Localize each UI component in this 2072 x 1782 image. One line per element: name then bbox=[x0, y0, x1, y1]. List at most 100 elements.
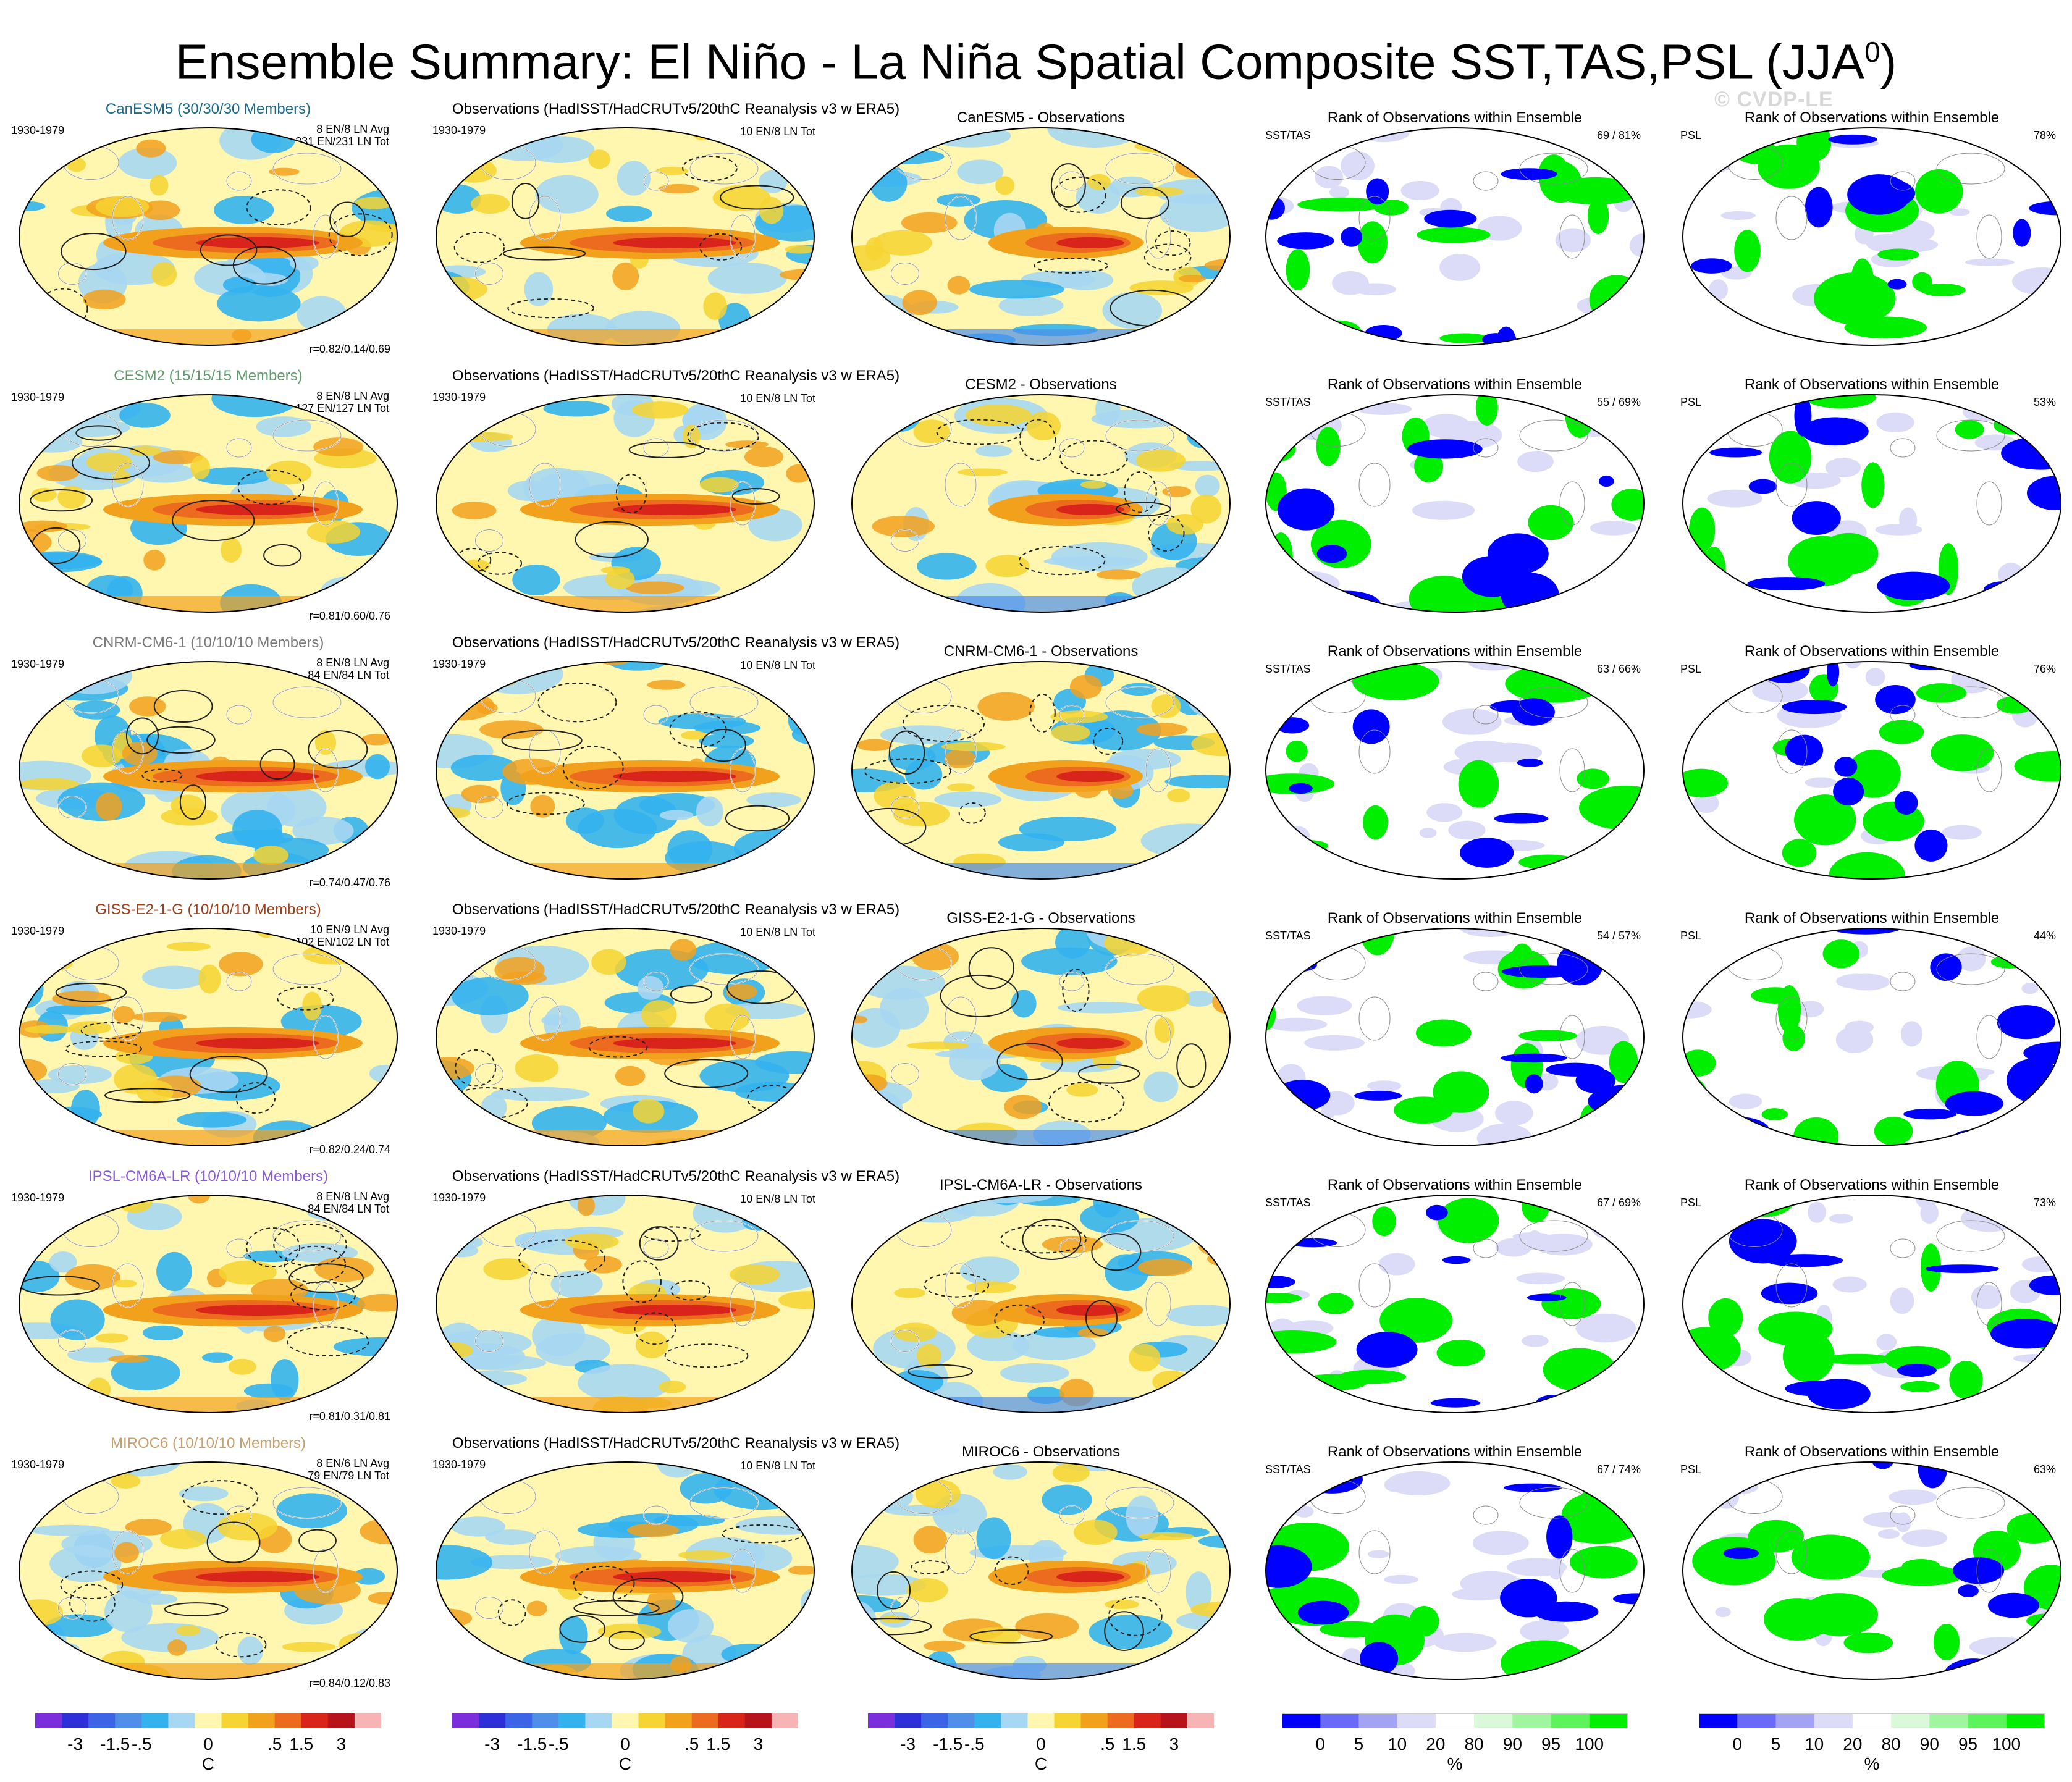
colorbar-tick-label: 5 bbox=[1354, 1734, 1364, 1754]
diff-map-row-3 bbox=[851, 661, 1231, 880]
obs-map-row-3 bbox=[436, 661, 815, 880]
rank-percent: 63 / 66% bbox=[1596, 663, 1641, 675]
colorbar-swatch bbox=[1187, 1713, 1214, 1728]
colorbar-tick-label: -3 bbox=[900, 1734, 916, 1754]
rank-panel-title: Rank of Observations within Ensemble bbox=[1327, 376, 1583, 393]
colorbar-tick-label: 1.5 bbox=[289, 1734, 314, 1754]
rank-map-row-4 bbox=[1265, 928, 1645, 1146]
obs-map-row-6 bbox=[436, 1461, 815, 1680]
obs-period: 1930-1979 bbox=[432, 925, 486, 937]
model-period: 1930-1979 bbox=[11, 1192, 65, 1204]
colorbar-swatch bbox=[1551, 1713, 1590, 1728]
model-stats-tot: 84 EN/84 LN Tot bbox=[308, 1203, 389, 1215]
temperature-colorbar bbox=[452, 1713, 798, 1728]
colorbar-swatch bbox=[354, 1713, 381, 1728]
psl-rank-panel-title: Rank of Observations within Ensemble bbox=[1744, 376, 2000, 393]
psl-variable-label: PSL bbox=[1680, 663, 1702, 675]
colorbar-swatch bbox=[452, 1713, 479, 1728]
obs-stats: 10 EN/8 LN Tot bbox=[740, 392, 815, 405]
diff-map-row-6 bbox=[851, 1461, 1231, 1680]
model-panel-title: GISS-E2-1-G (10/10/10 Members) bbox=[95, 901, 321, 918]
rank-map-row-5 bbox=[1265, 1195, 1645, 1413]
obs-panel-title: Observations (HadISST/HadCRUTv5/20thC Re… bbox=[452, 101, 900, 117]
colorbar-unit: C bbox=[618, 1754, 632, 1773]
colorbar-swatch bbox=[1107, 1713, 1135, 1728]
diff-map-row-5 bbox=[851, 1195, 1231, 1413]
psl-percent: 76% bbox=[2033, 663, 2056, 675]
model-panel-title: IPSL-CM6A-LR (10/10/10 Members) bbox=[88, 1168, 329, 1185]
model-map-row-4 bbox=[19, 928, 398, 1146]
colorbar-swatch bbox=[1001, 1713, 1028, 1728]
rank-panel-title: Rank of Observations within Ensemble bbox=[1327, 910, 1583, 927]
psl-rank-panel-title: Rank of Observations within Ensemble bbox=[1744, 109, 2000, 126]
colorbar-unit: % bbox=[1447, 1754, 1463, 1773]
colorbar-swatch bbox=[479, 1713, 506, 1728]
psl-variable-label: PSL bbox=[1680, 1196, 1702, 1209]
obs-stats: 10 EN/8 LN Tot bbox=[740, 659, 815, 671]
colorbar-swatch bbox=[868, 1713, 895, 1728]
colorbar-tick-label: -3 bbox=[484, 1734, 500, 1754]
colorbar-swatch bbox=[141, 1713, 169, 1728]
rank-variable-label: SST/TAS bbox=[1265, 930, 1311, 942]
watermark: © CVDP-LE bbox=[1714, 88, 1834, 111]
colorbar-swatch bbox=[771, 1713, 798, 1728]
psl-rank-panel-title: Rank of Observations within Ensemble bbox=[1744, 910, 2000, 927]
pattern-correlation: r=0.84/0.12/0.83 bbox=[309, 1677, 390, 1689]
colorbar-swatch bbox=[1358, 1713, 1398, 1728]
model-panel-title: MIROC6 (10/10/10 Members) bbox=[110, 1435, 306, 1452]
model-map-row-5 bbox=[19, 1195, 398, 1413]
colorbar-tick-label: 20 bbox=[1426, 1734, 1446, 1754]
colorbar-swatch bbox=[744, 1713, 772, 1728]
diff-panel-title: CNRM-CM6-1 - Observations bbox=[943, 643, 1139, 660]
colorbar-tick-label: 0 bbox=[1315, 1734, 1326, 1754]
model-stats-tot: 127 EN/127 LN Tot bbox=[295, 402, 389, 414]
psl-map-row-2 bbox=[1682, 394, 2061, 613]
obs-map-row-1 bbox=[436, 127, 815, 346]
colorbar-unit: % bbox=[1864, 1754, 1880, 1773]
colorbar-tick-label: 0 bbox=[1732, 1734, 1743, 1754]
diff-panel-title: GISS-E2-1-G - Observations bbox=[946, 910, 1135, 927]
model-map-row-3 bbox=[19, 661, 398, 880]
colorbar-swatch bbox=[1027, 1713, 1055, 1728]
colorbar-tick-label: -1.5 bbox=[933, 1734, 963, 1754]
colorbar-swatch bbox=[248, 1713, 276, 1728]
pattern-correlation: r=0.82/0.14/0.69 bbox=[309, 343, 390, 355]
colorbar-tick-label: 1.5 bbox=[706, 1734, 731, 1754]
rank-percent: 55 / 69% bbox=[1596, 396, 1641, 408]
obs-map-row-4 bbox=[436, 928, 815, 1146]
colorbar-tick-label: -.5 bbox=[548, 1734, 569, 1754]
colorbar-swatch bbox=[274, 1713, 302, 1728]
rank-map-row-3 bbox=[1265, 661, 1645, 880]
psl-percent: 63% bbox=[2033, 1463, 2056, 1476]
obs-period: 1930-1979 bbox=[432, 1192, 486, 1204]
model-stats-avg: 8 EN/8 LN Avg bbox=[316, 657, 389, 669]
colorbar-tick-label: -1.5 bbox=[517, 1734, 547, 1754]
colorbar-swatch bbox=[301, 1713, 329, 1728]
rank-percent: 54 / 57% bbox=[1596, 930, 1641, 942]
colorbar-swatch bbox=[505, 1713, 533, 1728]
rank-panel-title: Rank of Observations within Ensemble bbox=[1327, 1444, 1583, 1460]
colorbar-swatch bbox=[1160, 1713, 1188, 1728]
obs-panel-title: Observations (HadISST/HadCRUTv5/20thC Re… bbox=[452, 368, 900, 384]
colorbar-swatch bbox=[1929, 1713, 1969, 1728]
obs-panel-title: Observations (HadISST/HadCRUTv5/20thC Re… bbox=[452, 1168, 900, 1185]
psl-map-row-3 bbox=[1682, 661, 2061, 880]
rank-map-row-1 bbox=[1265, 127, 1645, 346]
colorbar-tick-label: 10 bbox=[1388, 1734, 1407, 1754]
colorbar-tick-label: -.5 bbox=[131, 1734, 152, 1754]
psl-rank-panel-title: Rank of Observations within Ensemble bbox=[1744, 1444, 2000, 1460]
psl-variable-label: PSL bbox=[1680, 129, 1702, 141]
rank-variable-label: SST/TAS bbox=[1265, 1463, 1311, 1476]
obs-period: 1930-1979 bbox=[432, 658, 486, 670]
rank-percent: 67 / 69% bbox=[1596, 1196, 1641, 1209]
colorbar-tick-label: .5 bbox=[684, 1734, 699, 1754]
colorbar-swatch bbox=[1474, 1713, 1513, 1728]
model-period: 1930-1979 bbox=[11, 391, 65, 403]
colorbar-swatch bbox=[1397, 1713, 1436, 1728]
rank-panel-title: Rank of Observations within Ensemble bbox=[1327, 109, 1583, 126]
obs-period: 1930-1979 bbox=[432, 1458, 486, 1471]
diff-panel-title: CanESM5 - Observations bbox=[956, 109, 1126, 126]
colorbar-tick-label: 80 bbox=[1881, 1734, 1901, 1754]
colorbar-swatch bbox=[974, 1713, 1001, 1728]
psl-percent: 78% bbox=[2033, 129, 2056, 141]
